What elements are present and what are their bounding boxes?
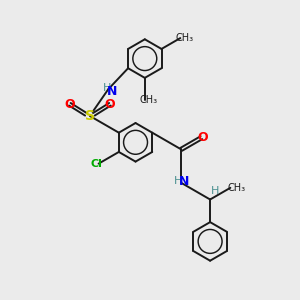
Text: CH₃: CH₃: [140, 94, 158, 105]
Text: O: O: [64, 98, 75, 111]
Text: H: H: [102, 82, 111, 93]
Text: O: O: [105, 98, 115, 111]
Text: CH₃: CH₃: [175, 33, 194, 43]
Text: N: N: [179, 175, 190, 188]
Text: S: S: [85, 109, 95, 123]
Text: CH₃: CH₃: [227, 183, 245, 193]
Text: H: H: [211, 186, 219, 196]
Text: N: N: [107, 85, 118, 98]
Text: Cl: Cl: [91, 159, 103, 169]
Text: H: H: [174, 176, 182, 186]
Text: O: O: [198, 131, 208, 144]
